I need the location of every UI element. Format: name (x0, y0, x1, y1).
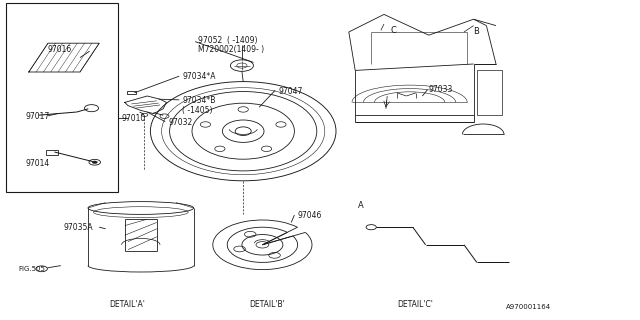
Text: DETAIL'A': DETAIL'A' (109, 300, 145, 309)
Bar (127, 91, 136, 94)
Text: DETAIL'C': DETAIL'C' (397, 300, 433, 309)
Text: 97017: 97017 (26, 112, 50, 121)
Text: 97046: 97046 (298, 212, 322, 220)
Text: 97016: 97016 (48, 45, 72, 54)
Text: M720002(1409- ): M720002(1409- ) (198, 45, 264, 54)
Text: ( -1405): ( -1405) (182, 106, 213, 115)
Text: B: B (474, 28, 479, 36)
Bar (6, 3, 118, 192)
Text: DETAIL'B': DETAIL'B' (250, 300, 285, 309)
Bar (46, 150, 58, 155)
Text: 97014: 97014 (26, 159, 50, 168)
Text: A: A (358, 201, 364, 210)
Text: C: C (390, 26, 396, 35)
Text: FIG.505: FIG.505 (18, 267, 45, 272)
Circle shape (92, 161, 97, 164)
Text: 97035A: 97035A (64, 223, 93, 232)
Text: A970001164: A970001164 (506, 304, 551, 310)
Text: 97047: 97047 (278, 87, 303, 96)
Text: 97033: 97033 (429, 85, 453, 94)
Text: 97010: 97010 (122, 114, 146, 123)
Text: 97034*B: 97034*B (182, 96, 216, 105)
Text: 97032: 97032 (168, 118, 193, 127)
Text: 97034*A: 97034*A (182, 72, 216, 81)
Text: 97052  ( -1409): 97052 ( -1409) (198, 36, 258, 44)
Bar (477, 70, 502, 115)
